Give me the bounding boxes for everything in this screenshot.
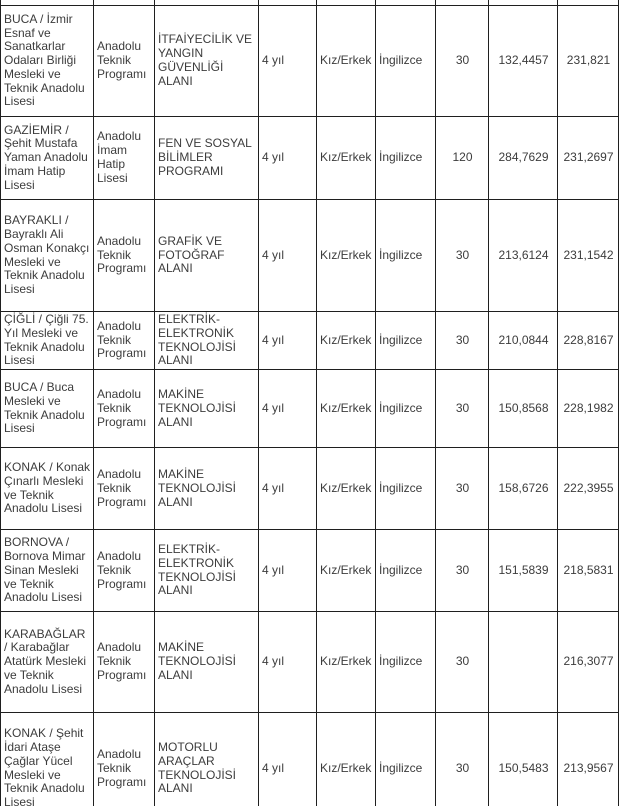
quota-cell: 30	[435, 369, 489, 449]
gender-cell: Kız/Erkek	[316, 611, 376, 714]
table-row: BUCA / İzmir Esnaf ve Sanatkarlar Odalar…	[0, 5, 619, 117]
table-row: KARABAĞLAR / Karabağlar Atatürk Mesleki …	[0, 611, 619, 714]
score1-cell: 150,5483	[488, 712, 558, 806]
language-cell: İngilizce	[375, 116, 436, 200]
school-cell: KONAK / Şehit İdari Ataşe Çağlar Yücel M…	[0, 712, 94, 806]
language-cell: İngilizce	[375, 310, 436, 371]
score2-cell: 231,1542	[557, 199, 619, 312]
quota-cell: 30	[435, 611, 489, 714]
language-cell: İngilizce	[375, 5, 436, 117]
language-cell: İngilizce	[375, 529, 436, 613]
language-cell: İngilizce	[375, 369, 436, 449]
school-cell: KONAK / Konak Çınarlı Mesleki ve Teknik …	[0, 447, 94, 531]
field-cell: MAKİNE TEKNOLOJİSİ ALANI	[154, 447, 259, 531]
language-cell: İngilizce	[375, 447, 436, 531]
gender-cell: Kız/Erkek	[316, 712, 376, 806]
gender-cell: Kız/Erkek	[316, 116, 376, 200]
language-cell: İngilizce	[375, 199, 436, 312]
quota-cell: 30	[435, 529, 489, 613]
duration-cell: 4 yıl	[258, 116, 317, 200]
table-row: KONAK / Şehit İdari Ataşe Çağlar Yücel M…	[0, 712, 619, 806]
table-row: BORNOVA / Bornova Mimar Sinan Mesleki ve…	[0, 529, 619, 613]
language-cell: İngilizce	[375, 712, 436, 806]
school-cell: KARABAĞLAR / Karabağlar Atatürk Mesleki …	[0, 611, 94, 714]
program-cell: Anadolu Teknik Programı	[93, 712, 155, 806]
program-cell: Anadolu Teknik Programı	[93, 369, 155, 449]
score1-cell: 132,4457	[488, 5, 558, 117]
program-cell: Anadolu Teknik Programı	[93, 5, 155, 117]
score1-cell: 150,8568	[488, 369, 558, 449]
gender-cell: Kız/Erkek	[316, 5, 376, 117]
gender-cell: Kız/Erkek	[316, 369, 376, 449]
field-cell: MAKİNE TEKNOLOJİSİ ALANI	[154, 369, 259, 449]
table-row: KONAK / Konak Çınarlı Mesleki ve Teknik …	[0, 447, 619, 531]
field-cell: İTFAİYECİLİK VE YANGIN GÜVENLİĞİ ALANI	[154, 5, 259, 117]
score2-cell: 228,1982	[557, 369, 619, 449]
table-row: BAYRAKLI / Bayraklı Ali Osman Konakçı Me…	[0, 199, 619, 312]
table-row: GAZİEMİR / Şehit Mustafa Yaman Anadolu İ…	[0, 116, 619, 200]
program-cell: Anadolu Teknik Programı	[93, 199, 155, 312]
score2-cell: 231,2697	[557, 116, 619, 200]
school-cell: BORNOVA / Bornova Mimar Sinan Mesleki ve…	[0, 529, 94, 613]
duration-cell: 4 yıl	[258, 529, 317, 613]
score1-cell: 284,7629	[488, 116, 558, 200]
duration-cell: 4 yıl	[258, 5, 317, 117]
score2-cell: 218,5831	[557, 529, 619, 613]
program-cell: Anadolu Teknik Programı	[93, 447, 155, 531]
score1-cell: 213,6124	[488, 199, 558, 312]
table-row: ÇİĞLİ / Çiğli 75. Yıl Mesleki ve Teknik …	[0, 310, 619, 371]
field-cell: FEN VE SOSYAL BİLİMLER PROGRAMI	[154, 116, 259, 200]
duration-cell: 4 yıl	[258, 199, 317, 312]
duration-cell: 4 yıl	[258, 310, 317, 371]
gender-cell: Kız/Erkek	[316, 529, 376, 613]
score2-cell: 222,3955	[557, 447, 619, 531]
score1-cell: 158,6726	[488, 447, 558, 531]
quota-cell: 30	[435, 5, 489, 117]
quota-cell: 30	[435, 310, 489, 371]
quota-cell: 30	[435, 712, 489, 806]
score1-cell	[488, 611, 558, 714]
score2-cell: 216,3077	[557, 611, 619, 714]
score1-cell: 210,0844	[488, 310, 558, 371]
school-cell: ÇİĞLİ / Çiğli 75. Yıl Mesleki ve Teknik …	[0, 310, 94, 371]
field-cell: MOTORLU ARAÇLAR TEKNOLOJİSİ ALANI	[154, 712, 259, 806]
school-cell: BUCA / Buca Mesleki ve Teknik Anadolu Li…	[0, 369, 94, 449]
score2-cell: 213,9567	[557, 712, 619, 806]
program-cell: Anadolu Teknik Programı	[93, 310, 155, 371]
field-cell: GRAFİK VE FOTOĞRAF ALANI	[154, 199, 259, 312]
field-cell: MAKİNE TEKNOLOJİSİ ALANI	[154, 611, 259, 714]
duration-cell: 4 yıl	[258, 611, 317, 714]
field-cell: ELEKTRİK-ELEKTRONİK TEKNOLOJİSİ ALANI	[154, 310, 259, 371]
program-cell: Anadolu İmam Hatip Lisesi	[93, 116, 155, 200]
program-cell: Anadolu Teknik Programı	[93, 529, 155, 613]
duration-cell: 4 yıl	[258, 712, 317, 806]
school-cell: BUCA / İzmir Esnaf ve Sanatkarlar Odalar…	[0, 5, 94, 117]
language-cell: İngilizce	[375, 611, 436, 714]
score2-cell: 231,821	[557, 5, 619, 117]
gender-cell: Kız/Erkek	[316, 310, 376, 371]
duration-cell: 4 yıl	[258, 447, 317, 531]
program-cell: Anadolu Teknik Programı	[93, 611, 155, 714]
gender-cell: Kız/Erkek	[316, 199, 376, 312]
table-row: BUCA / Buca Mesleki ve Teknik Anadolu Li…	[0, 369, 619, 449]
quota-cell: 30	[435, 199, 489, 312]
quota-cell: 30	[435, 447, 489, 531]
duration-cell: 4 yıl	[258, 369, 317, 449]
score2-cell: 228,8167	[557, 310, 619, 371]
school-cell: BAYRAKLI / Bayraklı Ali Osman Konakçı Me…	[0, 199, 94, 312]
score1-cell: 151,5839	[488, 529, 558, 613]
gender-cell: Kız/Erkek	[316, 447, 376, 531]
school-cell: GAZİEMİR / Şehit Mustafa Yaman Anadolu İ…	[0, 116, 94, 200]
quota-cell: 120	[435, 116, 489, 200]
field-cell: ELEKTRİK-ELEKTRONİK TEKNOLOJİSİ ALANI	[154, 529, 259, 613]
